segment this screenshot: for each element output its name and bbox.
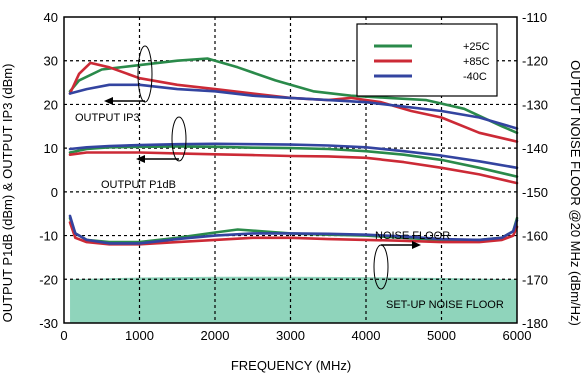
legend-label-m40c: -40C	[463, 71, 487, 83]
y-right-tick-label: -120	[522, 54, 548, 69]
y-left-tick-label: -30	[39, 316, 58, 331]
x-tick-label: 5000	[427, 328, 456, 343]
y-right-tick-label: -110	[522, 10, 547, 25]
p1db-label: OUTPUT P1dB	[101, 179, 176, 191]
x-tick-label: 2000	[201, 328, 230, 343]
series-p1db-p25c	[68, 145, 519, 178]
y-right-tick-label: -180	[522, 316, 548, 331]
x-tick-label: 4000	[352, 328, 381, 343]
setup-noise-floor-layer	[70, 276, 517, 323]
tick-label-layer: 0 1000 2000 3000 4000 5000 6000 -30 -20 -10 0 10 20 3…	[39, 10, 548, 343]
series-p1db-m40c	[68, 142, 519, 170]
legend-label-25c: +25C	[463, 41, 490, 53]
p1db-arrow-head	[136, 155, 145, 163]
p1db-bracket-ellipse	[171, 116, 187, 162]
y-left-tick-label: 40	[44, 10, 58, 25]
y-left-tick-label: 20	[44, 97, 58, 112]
x-tick-label: 3000	[276, 328, 305, 343]
ip3-bracket-ellipse	[137, 45, 153, 103]
y-right-tick-label: -170	[522, 272, 548, 287]
x-tick-label: 0	[60, 328, 67, 343]
x-tick-label: 1000	[125, 328, 154, 343]
ip3-label: OUTPUT IP3	[75, 112, 140, 124]
plot-frame	[63, 16, 518, 324]
series-ip3-m40c	[68, 83, 519, 130]
y-right-tick-label: -160	[522, 229, 548, 244]
right-axis-title: OUTPUT NOISE FLOOR @20 MHz (dBm/Hz)	[568, 60, 583, 326]
noise-floor-label: NOISE FLOOR	[375, 230, 450, 242]
x-axis-title: FREQUENCY (MHz)	[231, 358, 351, 373]
x-tick-label: 6000	[503, 328, 532, 343]
y-left-tick-label: -20	[39, 272, 58, 287]
setup-noise-floor-area	[70, 276, 517, 323]
series-layer	[68, 57, 519, 246]
y-left-tick-label: 10	[44, 141, 58, 156]
legend: +25C +85C -40C	[356, 23, 498, 97]
series-noise-p85c	[68, 221, 519, 246]
ip3-arrow-head	[104, 97, 113, 105]
series-noise-m40c	[68, 214, 519, 245]
y-left-tick-label: -10	[39, 229, 58, 244]
y-right-tick-label: -150	[522, 185, 548, 200]
y-left-tick-label: 30	[44, 54, 58, 69]
y-right-tick-label: -140	[522, 141, 548, 156]
y-right-tick-label: -130	[522, 97, 548, 112]
series-p1db-p85c	[68, 151, 519, 185]
left-axis-title: OUTPUT P1dB (dBm) & OUTPUT IP3 (dBm)	[0, 64, 15, 323]
noise-arrow-head	[412, 241, 421, 249]
annotations: OUTPUT IP3 OUTPUT P1dB NOISE FLOOR SET-U…	[75, 45, 504, 311]
legend-label-85c: +85C	[463, 56, 490, 68]
y-left-tick-label: 0	[51, 185, 58, 200]
setup-noise-floor-label: SET-UP NOISE FLOOR	[386, 299, 504, 311]
